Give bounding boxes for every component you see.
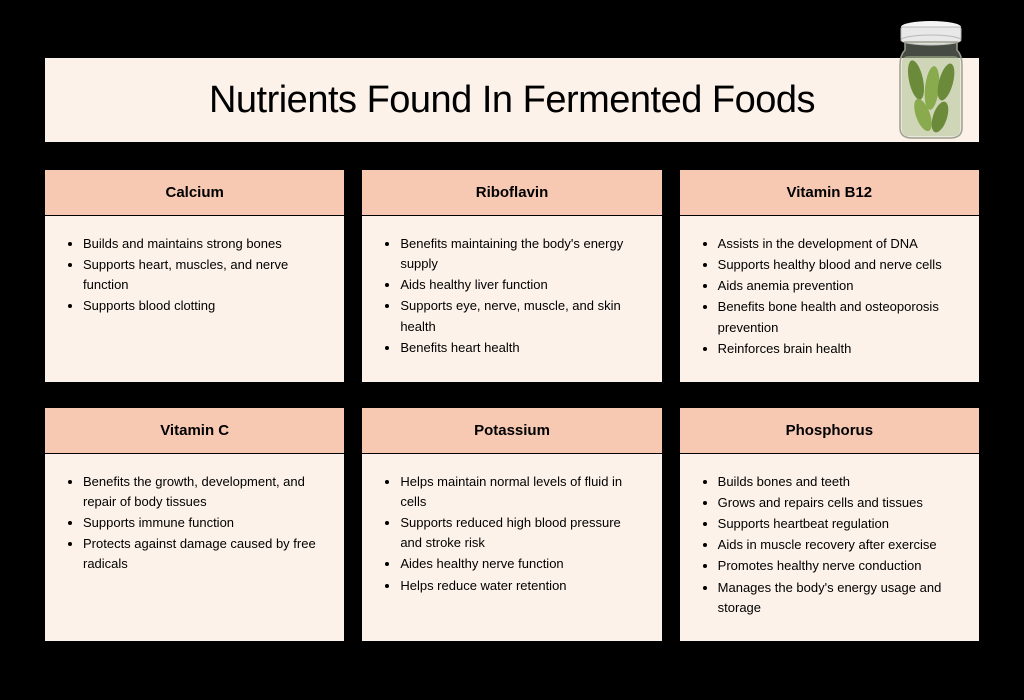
- list-item: Helps maintain normal levels of fluid in…: [400, 472, 641, 512]
- list-item: Reinforces brain health: [718, 339, 959, 359]
- list-item: Builds bones and teeth: [718, 472, 959, 492]
- list-item: Supports heart, muscles, and nerve funct…: [83, 255, 324, 295]
- card-title: Vitamin C: [45, 408, 344, 454]
- nutrient-card: Riboflavin Benefits maintaining the body…: [362, 170, 661, 382]
- card-title: Calcium: [45, 170, 344, 216]
- list-item: Aids anemia prevention: [718, 276, 959, 296]
- benefit-list: Helps maintain normal levels of fluid in…: [382, 472, 641, 596]
- list-item: Promotes healthy nerve conduction: [718, 556, 959, 576]
- nutrient-card: Vitamin C Benefits the growth, developme…: [45, 408, 344, 641]
- nutrient-card: Vitamin B12 Assists in the development o…: [680, 170, 979, 382]
- nutrient-card: Calcium Builds and maintains strong bone…: [45, 170, 344, 382]
- card-body: Benefits the growth, development, and re…: [45, 454, 344, 641]
- card-title: Riboflavin: [362, 170, 661, 216]
- list-item: Supports immune function: [83, 513, 324, 533]
- list-item: Supports blood clotting: [83, 296, 324, 316]
- pickle-jar-icon: [890, 20, 972, 140]
- benefit-list: Assists in the development of DNA Suppor…: [700, 234, 959, 359]
- list-item: Helps reduce water retention: [400, 576, 641, 596]
- list-item: Aids healthy liver function: [400, 275, 641, 295]
- nutrient-card: Potassium Helps maintain normal levels o…: [362, 408, 661, 641]
- list-item: Supports eye, nerve, muscle, and skin he…: [400, 296, 641, 336]
- list-item: Protects against damage caused by free r…: [83, 534, 324, 574]
- card-title: Vitamin B12: [680, 170, 979, 216]
- benefit-list: Benefits the growth, development, and re…: [65, 472, 324, 575]
- list-item: Supports healthy blood and nerve cells: [718, 255, 959, 275]
- card-body: Builds and maintains strong bones Suppor…: [45, 216, 344, 382]
- page-header: Nutrients Found In Fermented Foods: [45, 58, 979, 142]
- list-item: Supports reduced high blood pressure and…: [400, 513, 641, 553]
- card-body: Assists in the development of DNA Suppor…: [680, 216, 979, 382]
- benefit-list: Builds and maintains strong bones Suppor…: [65, 234, 324, 317]
- list-item: Benefits heart health: [400, 338, 641, 358]
- list-item: Builds and maintains strong bones: [83, 234, 324, 254]
- page-title: Nutrients Found In Fermented Foods: [209, 79, 815, 122]
- list-item: Benefits maintaining the body's energy s…: [400, 234, 641, 274]
- nutrient-card: Phosphorus Builds bones and teeth Grows …: [680, 408, 979, 641]
- list-item: Supports heartbeat regulation: [718, 514, 959, 534]
- list-item: Benefits the growth, development, and re…: [83, 472, 324, 512]
- card-body: Helps maintain normal levels of fluid in…: [362, 454, 661, 641]
- card-title: Potassium: [362, 408, 661, 454]
- list-item: Manages the body's energy usage and stor…: [718, 578, 959, 618]
- card-body: Builds bones and teeth Grows and repairs…: [680, 454, 979, 641]
- card-title: Phosphorus: [680, 408, 979, 454]
- card-body: Benefits maintaining the body's energy s…: [362, 216, 661, 382]
- list-item: Aids in muscle recovery after exercise: [718, 535, 959, 555]
- nutrient-grid: Calcium Builds and maintains strong bone…: [45, 170, 979, 641]
- list-item: Benefits bone health and osteoporosis pr…: [718, 297, 959, 337]
- list-item: Grows and repairs cells and tissues: [718, 493, 959, 513]
- list-item: Assists in the development of DNA: [718, 234, 959, 254]
- list-item: Aides healthy nerve function: [400, 554, 641, 574]
- benefit-list: Benefits maintaining the body's energy s…: [382, 234, 641, 358]
- benefit-list: Builds bones and teeth Grows and repairs…: [700, 472, 959, 618]
